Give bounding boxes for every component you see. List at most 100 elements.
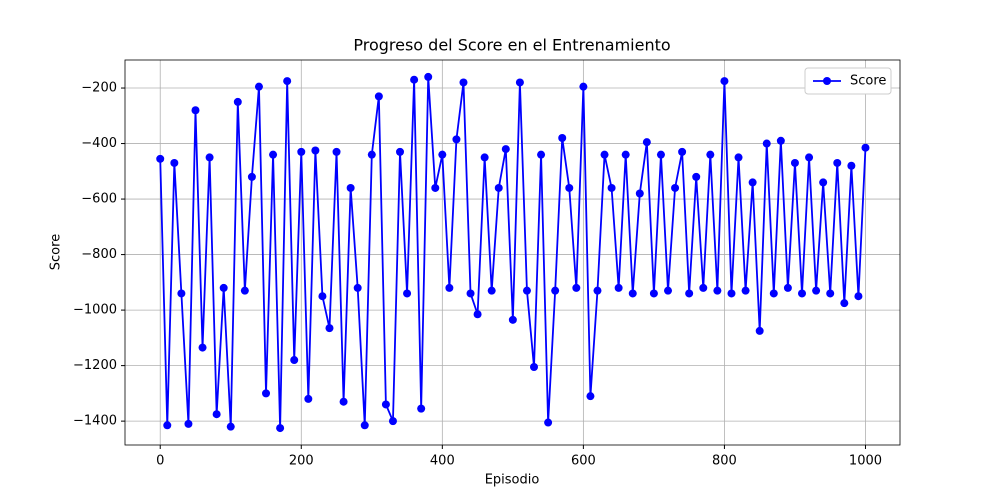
data-point — [805, 153, 814, 162]
data-point — [812, 286, 821, 295]
data-point — [565, 183, 574, 192]
data-point — [685, 289, 694, 298]
data-point — [727, 289, 736, 298]
data-point — [826, 289, 835, 298]
data-point — [269, 150, 278, 159]
data-point — [656, 150, 665, 159]
data-point — [720, 77, 729, 86]
data-point — [530, 363, 539, 372]
data-point — [177, 289, 186, 298]
data-point — [861, 143, 870, 152]
data-point — [621, 150, 630, 159]
data-point — [678, 147, 687, 156]
data-point — [233, 97, 242, 106]
x-tick-label: 0 — [156, 454, 164, 469]
data-point — [508, 315, 517, 324]
data-point — [374, 92, 383, 101]
data-point — [741, 286, 750, 295]
data-point — [579, 82, 588, 91]
data-point — [551, 286, 560, 295]
data-point — [635, 189, 644, 198]
data-point — [240, 286, 249, 295]
data-point — [515, 78, 524, 87]
data-point — [628, 289, 637, 298]
plot-frame — [124, 59, 901, 446]
data-point — [381, 400, 390, 409]
data-point — [170, 158, 179, 167]
data-point — [480, 153, 489, 162]
data-point — [664, 286, 673, 295]
y-tick-label: −400 — [81, 136, 117, 151]
y-tick-label: −800 — [81, 247, 117, 262]
data-point — [198, 343, 207, 352]
data-point — [854, 292, 863, 301]
y-tick-label: −600 — [81, 192, 117, 207]
data-point — [184, 419, 193, 428]
data-point — [254, 82, 263, 91]
data-point — [769, 289, 778, 298]
data-point — [431, 183, 440, 192]
data-point — [226, 422, 235, 431]
data-point — [367, 150, 376, 159]
data-point — [438, 150, 447, 159]
data-point — [353, 283, 362, 292]
data-point — [311, 146, 320, 155]
x-tick-label: 800 — [712, 454, 737, 469]
data-point — [699, 283, 708, 292]
data-point — [734, 153, 743, 162]
data-point — [191, 106, 200, 115]
data-point — [755, 326, 764, 335]
data-point — [410, 75, 419, 84]
data-point — [586, 392, 595, 401]
data-point — [156, 154, 165, 163]
y-axis-label: Score — [49, 234, 64, 270]
data-point — [671, 183, 680, 192]
data-point — [452, 135, 461, 144]
data-point — [558, 133, 567, 142]
data-point — [360, 421, 369, 430]
legend-marker — [823, 77, 831, 85]
data-point — [798, 289, 807, 298]
x-axis-label: Episodio — [485, 473, 540, 488]
data-point — [642, 138, 651, 147]
data-point — [219, 283, 228, 292]
y-tick-label: −1200 — [73, 358, 117, 373]
x-tick-label: 1000 — [849, 454, 882, 469]
data-point — [847, 161, 856, 170]
data-point — [163, 421, 172, 430]
y-tick-label: −1000 — [73, 303, 117, 318]
data-point — [776, 136, 785, 145]
data-point — [819, 178, 828, 187]
data-point — [692, 172, 701, 181]
data-point — [572, 283, 581, 292]
data-point — [762, 139, 771, 148]
data-point — [649, 289, 658, 298]
data-point — [544, 418, 553, 427]
legend-box — [804, 67, 892, 95]
data-point — [318, 292, 327, 301]
data-point — [325, 324, 334, 333]
data-point — [297, 147, 306, 156]
data-point — [205, 153, 214, 162]
x-tick-label: 400 — [430, 454, 455, 469]
data-point — [332, 147, 341, 156]
data-point — [403, 289, 412, 298]
data-point — [706, 150, 715, 159]
data-point — [783, 283, 792, 292]
data-point — [290, 356, 299, 365]
data-point — [501, 145, 510, 154]
data-point — [388, 417, 397, 426]
data-point — [748, 178, 757, 187]
data-point — [607, 183, 616, 192]
data-point — [522, 286, 531, 295]
data-point — [339, 397, 348, 406]
y-tick-label: −200 — [81, 81, 117, 96]
data-point — [417, 404, 426, 413]
data-point — [445, 283, 454, 292]
data-point — [713, 286, 722, 295]
data-point — [494, 183, 503, 192]
data-point — [276, 424, 285, 433]
data-point — [424, 72, 433, 81]
data-point — [537, 150, 546, 159]
